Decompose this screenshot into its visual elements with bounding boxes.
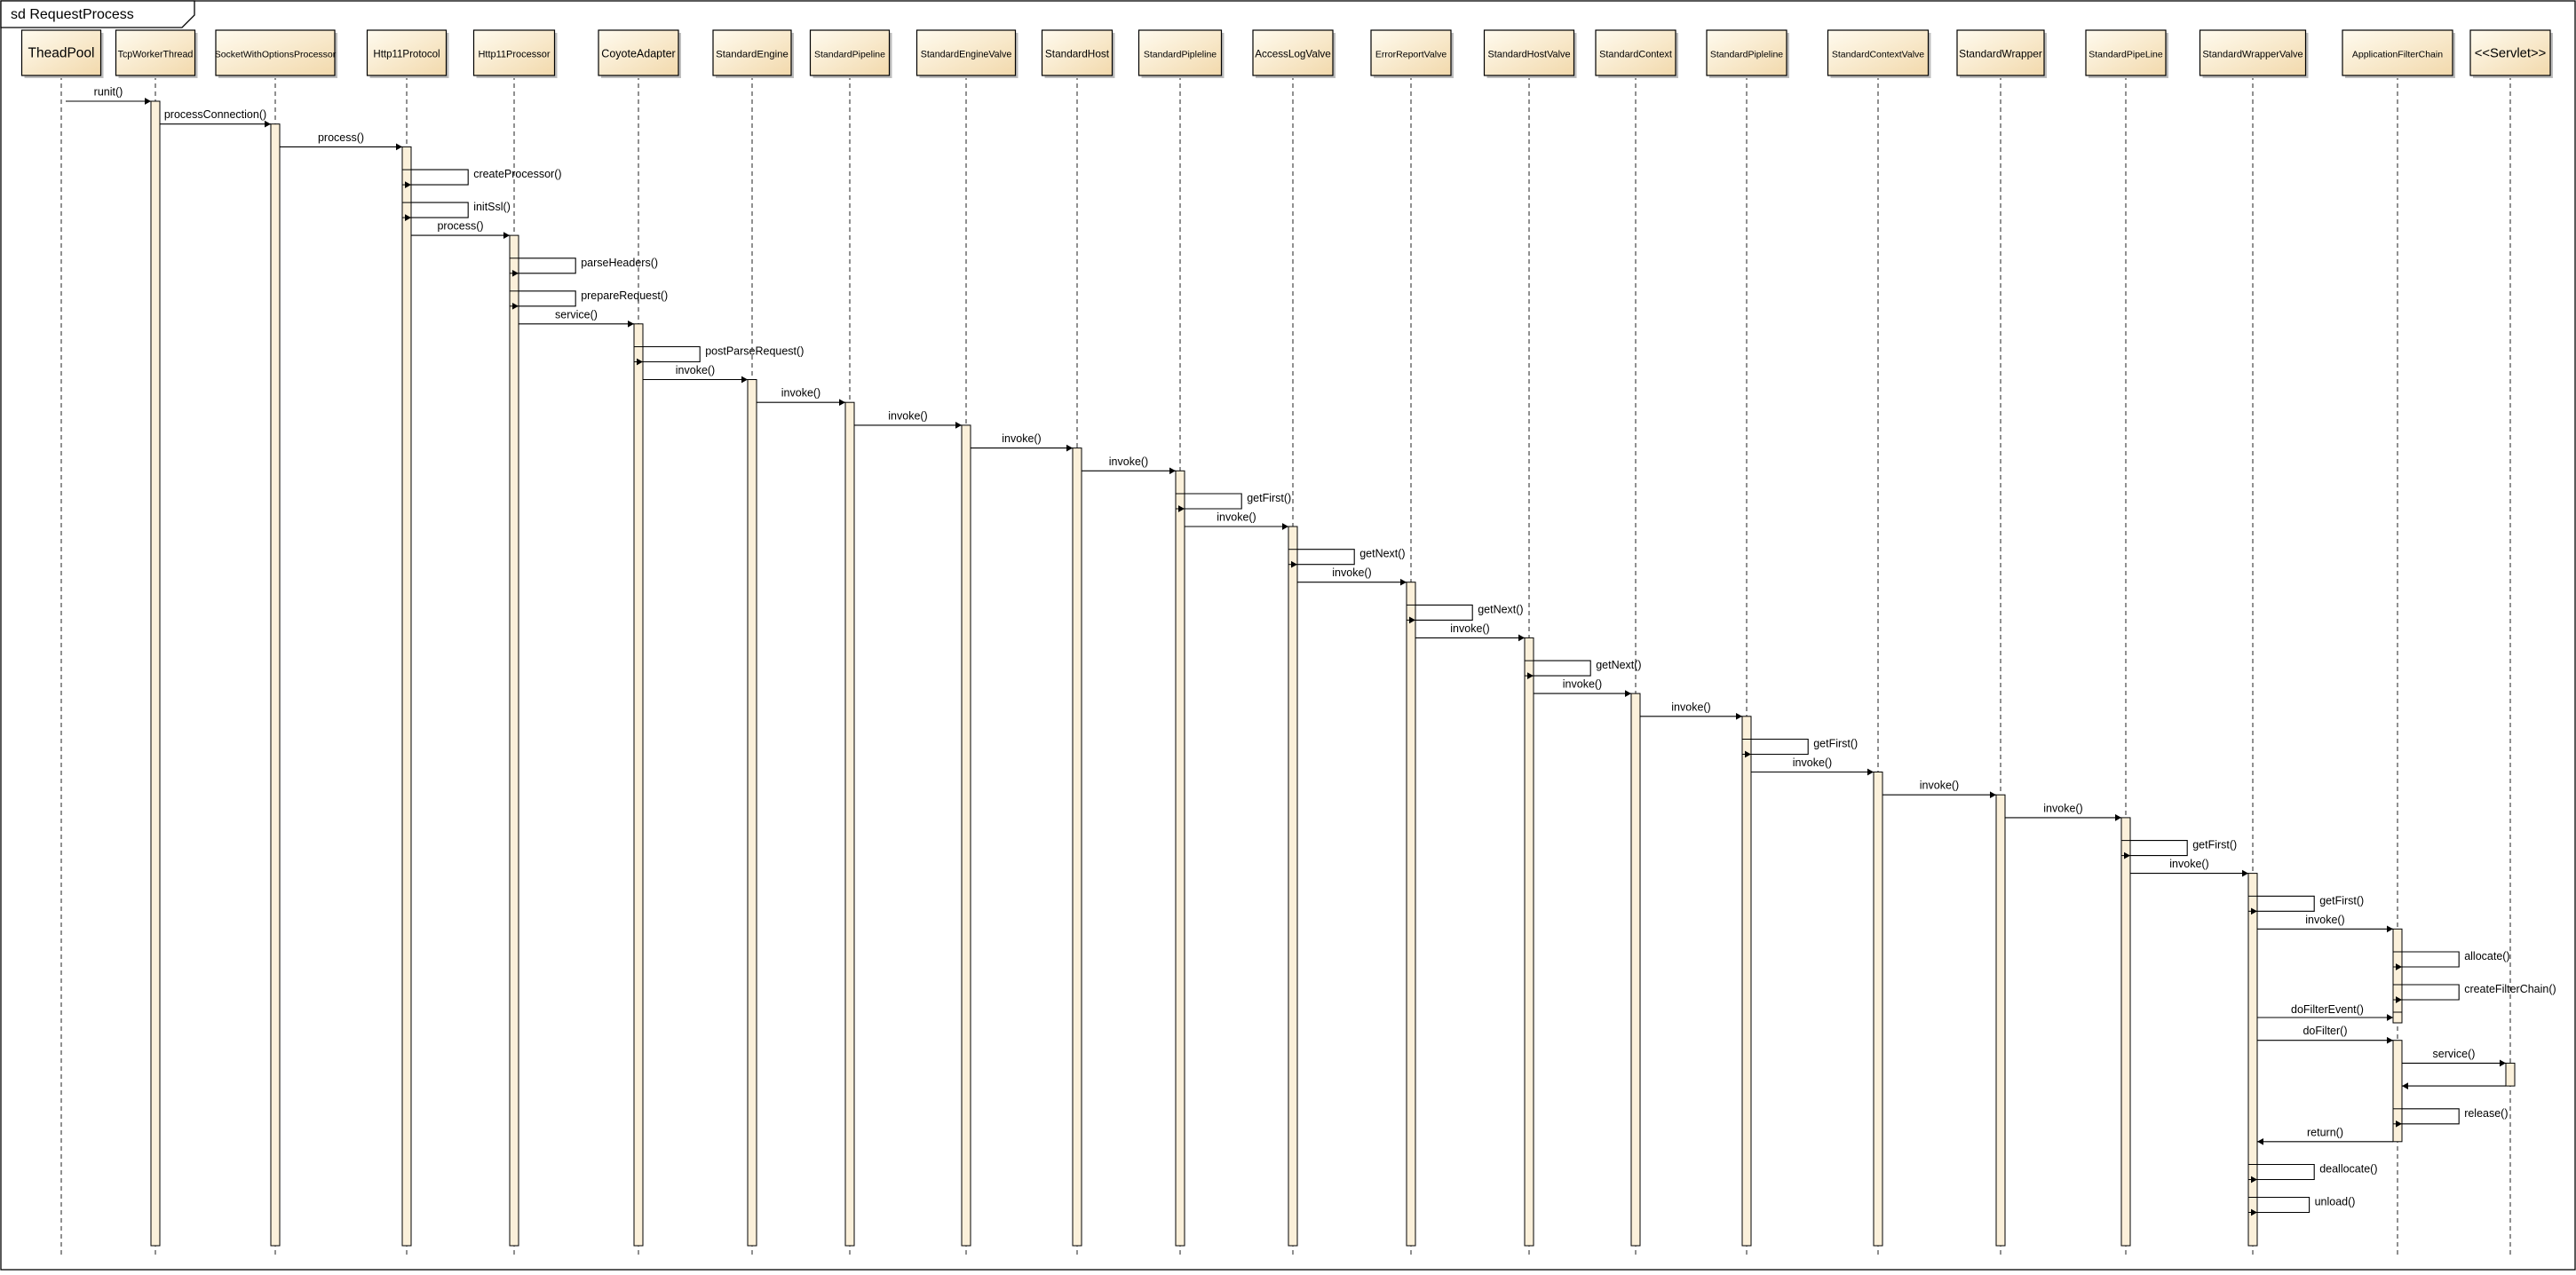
svg-text:getFirst(): getFirst()	[1813, 738, 1858, 750]
svg-text:getFirst(): getFirst()	[2319, 894, 2364, 907]
svg-text:StandardContextValve: StandardContextValve	[1832, 50, 1924, 60]
svg-text:StandardPipeline: StandardPipeline	[814, 50, 885, 60]
svg-text:StandardEngineValve: StandardEngineValve	[921, 50, 1012, 60]
svg-text:invoke(): invoke()	[1450, 622, 1489, 635]
svg-text:deallocate(): deallocate()	[2319, 1163, 2377, 1176]
svg-text:doFilter(): doFilter()	[2303, 1025, 2347, 1037]
svg-text:return(): return()	[2307, 1126, 2343, 1138]
svg-text:StandardPipeLine: StandardPipeLine	[2089, 50, 2163, 60]
svg-text:invoke(): invoke()	[1563, 678, 1602, 691]
svg-text:parseHeaders(): parseHeaders()	[581, 257, 658, 269]
svg-text:invoke(): invoke()	[2043, 802, 2082, 814]
svg-text:ErrorReportValve: ErrorReportValve	[1375, 50, 1447, 60]
svg-text:TheadPool: TheadPool	[28, 46, 95, 61]
svg-text:getNext(): getNext()	[1596, 659, 1641, 671]
svg-text:doFilterEvent(): doFilterEvent()	[2291, 1003, 2364, 1016]
svg-text:invoke(): invoke()	[2305, 914, 2344, 926]
svg-text:invoke(): invoke()	[1002, 432, 1041, 445]
svg-text:invoke(): invoke()	[1217, 511, 1256, 524]
svg-text:initSsl(): initSsl()	[473, 201, 511, 213]
svg-text:prepareRequest(): prepareRequest()	[581, 289, 668, 302]
svg-text:invoke(): invoke()	[1793, 756, 1832, 769]
svg-text:StandardContext: StandardContext	[1599, 50, 1672, 60]
svg-text:invoke(): invoke()	[1332, 566, 1371, 579]
svg-text:StandardPipleline: StandardPipleline	[1144, 50, 1217, 60]
svg-text:getFirst(): getFirst()	[2192, 839, 2237, 851]
svg-text:Http11Processor: Http11Processor	[478, 50, 550, 60]
svg-text:runit(): runit()	[94, 86, 123, 99]
svg-text:StandardWrapper: StandardWrapper	[1959, 48, 2042, 60]
svg-text:StandardPipleline: StandardPipleline	[1710, 50, 1783, 60]
svg-text:SocketWithOptionsProcessor: SocketWithOptionsProcessor	[215, 50, 337, 60]
svg-text:invoke(): invoke()	[1109, 455, 1148, 468]
svg-text:getNext(): getNext()	[1478, 603, 1523, 615]
svg-text:release(): release()	[2464, 1107, 2508, 1120]
svg-text:StandardEngine: StandardEngine	[716, 50, 789, 60]
svg-text:AccessLogValve: AccessLogValve	[1255, 49, 1331, 60]
svg-text:invoke(): invoke()	[1920, 780, 1959, 792]
svg-text:<<Servlet>>: <<Servlet>>	[2475, 47, 2547, 61]
svg-text:TcpWorkerThread: TcpWorkerThread	[118, 50, 194, 60]
svg-text:unload(): unload()	[2315, 1196, 2356, 1208]
svg-text:StandardWrapperValve: StandardWrapperValve	[2202, 50, 2303, 60]
svg-text:createProcessor(): createProcessor()	[473, 168, 561, 180]
svg-text:getNext(): getNext()	[1359, 548, 1405, 560]
svg-text:invoke(): invoke()	[2169, 858, 2208, 870]
svg-text:process(): process()	[437, 220, 483, 233]
svg-text:StandardHostValve: StandardHostValve	[1487, 50, 1570, 60]
svg-text:process(): process()	[318, 131, 364, 144]
svg-text:service(): service()	[2433, 1048, 2476, 1060]
svg-text:createFilterChain(): createFilterChain()	[2464, 983, 2556, 995]
svg-text:ApplicationFilterChain: ApplicationFilterChain	[2352, 50, 2443, 60]
svg-text:service(): service()	[555, 308, 598, 321]
svg-text:invoke(): invoke()	[1671, 701, 1710, 713]
svg-text:StandardHost: StandardHost	[1045, 48, 1110, 60]
svg-text:invoke(): invoke()	[888, 409, 927, 422]
svg-text:CoyoteAdapter: CoyoteAdapter	[601, 48, 675, 60]
svg-text:getFirst(): getFirst()	[1247, 492, 1291, 504]
svg-text:processConnection(): processConnection()	[164, 108, 266, 121]
svg-text:postParseRequest(): postParseRequest()	[705, 345, 804, 358]
svg-text:allocate(): allocate()	[2464, 950, 2509, 962]
svg-text:invoke(): invoke()	[781, 387, 820, 400]
svg-text:Http11Protocol: Http11Protocol	[373, 50, 440, 60]
svg-text:sd RequestProcess: sd RequestProcess	[11, 7, 134, 22]
svg-text:invoke(): invoke()	[676, 364, 715, 376]
